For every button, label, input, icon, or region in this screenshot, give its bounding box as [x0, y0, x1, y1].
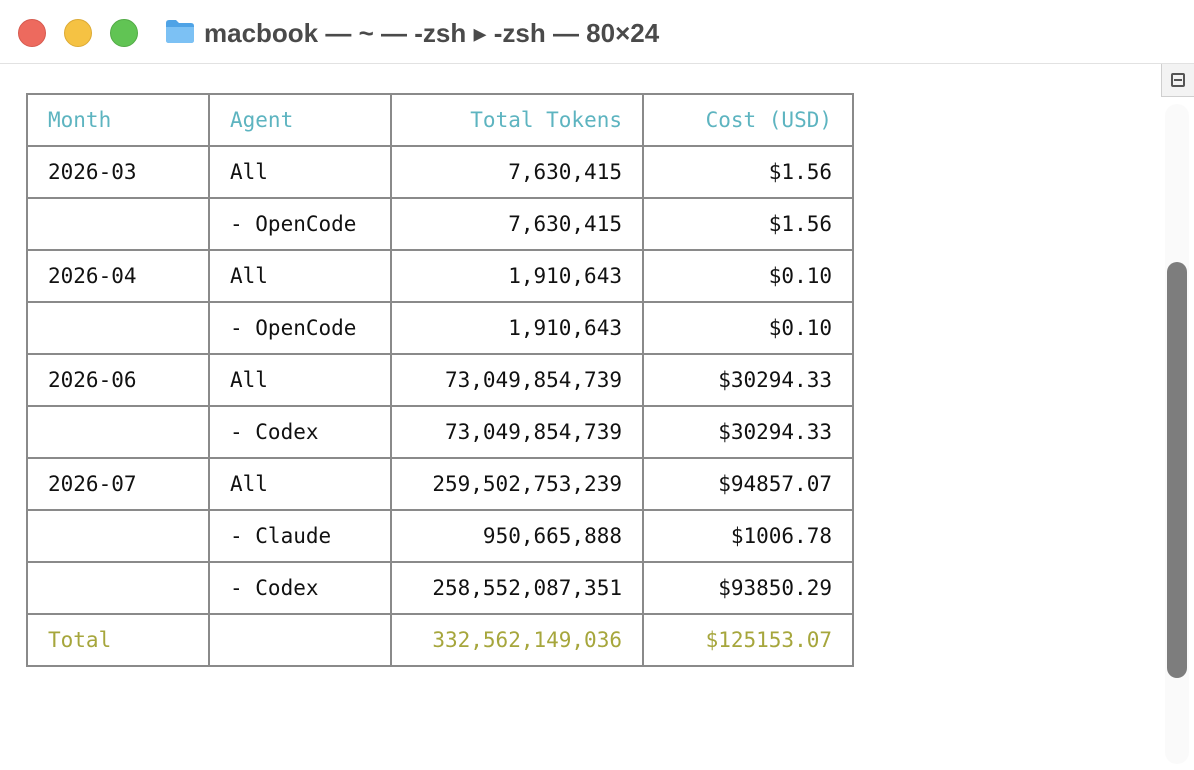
cell-month: 2026-06: [26, 353, 210, 407]
header-agent: Agent: [208, 93, 392, 147]
cell-agent: All: [208, 353, 392, 407]
cell-tokens: 258,552,087,351: [390, 561, 644, 615]
table-row: 2026-07 All 259,502,753,239 $94857.07: [26, 457, 854, 511]
marked-line-toggle-button[interactable]: [1161, 64, 1194, 97]
cell-month: [26, 405, 210, 459]
table-row: - OpenCode 7,630,415 $1.56: [26, 197, 854, 251]
cell-month: [26, 509, 210, 563]
usage-table: Month Agent Total Tokens Cost (USD) 2026…: [26, 93, 854, 667]
cell-cost: $30294.33: [642, 353, 854, 407]
table-row: 2026-04 All 1,910,643 $0.10: [26, 249, 854, 303]
cell-cost: $1.56: [642, 197, 854, 251]
header-total-tokens: Total Tokens: [390, 93, 644, 147]
cell-agent: All: [208, 249, 392, 303]
cell-tokens: 950,665,888: [390, 509, 644, 563]
cell-month: 2026-04: [26, 249, 210, 303]
table-row: - Codex 73,049,854,739 $30294.33: [26, 405, 854, 459]
table-row: 2026-03 All 7,630,415 $1.56: [26, 145, 854, 199]
cell-cost: $1006.78: [642, 509, 854, 563]
cell-cost: $0.10: [642, 249, 854, 303]
scrollbar-thumb[interactable]: [1167, 262, 1187, 678]
cell-tokens: 7,630,415: [390, 145, 644, 199]
window-title: macbook — ~ — -zsh ▸ -zsh — 80×24: [204, 18, 660, 48]
cell-month: 2026-07: [26, 457, 210, 511]
header-month: Month: [26, 93, 210, 147]
cell-agent: - Claude: [208, 509, 392, 563]
total-label: Total: [26, 613, 210, 667]
cell-month: 2026-03: [26, 145, 210, 199]
table-row: - OpenCode 1,910,643 $0.10: [26, 301, 854, 355]
window-titlebar: macbook — ~ — -zsh ▸ -zsh — 80×24: [0, 0, 1194, 64]
table-header-row: Month Agent Total Tokens Cost (USD): [26, 93, 854, 147]
cell-agent: All: [208, 145, 392, 199]
total-agent: [208, 613, 392, 667]
cell-tokens: 1,910,643: [390, 249, 644, 303]
zoom-window-button[interactable]: [110, 19, 138, 47]
close-window-button[interactable]: [18, 19, 46, 47]
cell-cost: $30294.33: [642, 405, 854, 459]
table-row: - Codex 258,552,087,351 $93850.29: [26, 561, 854, 615]
total-cost: $125153.07: [642, 613, 854, 667]
cell-tokens: 259,502,753,239: [390, 457, 644, 511]
minimize-window-button[interactable]: [64, 19, 92, 47]
total-tokens: 332,562,149,036: [390, 613, 644, 667]
cell-cost: $93850.29: [642, 561, 854, 615]
cell-tokens: 73,049,854,739: [390, 353, 644, 407]
table-row: - Claude 950,665,888 $1006.78: [26, 509, 854, 563]
total-row: Total 332,562,149,036 $125153.07: [26, 613, 854, 667]
cell-tokens: 7,630,415: [390, 197, 644, 251]
cell-tokens: 73,049,854,739: [390, 405, 644, 459]
cell-cost: $94857.07: [642, 457, 854, 511]
folder-icon: [166, 20, 194, 43]
cell-tokens: 1,910,643: [390, 301, 644, 355]
cell-cost: $1.56: [642, 145, 854, 199]
cell-agent: - OpenCode: [208, 301, 392, 355]
panel-icon: [1171, 73, 1185, 87]
cell-month: [26, 301, 210, 355]
cell-agent: All: [208, 457, 392, 511]
cell-month: [26, 561, 210, 615]
header-cost: Cost (USD): [642, 93, 854, 147]
cell-agent: - Codex: [208, 405, 392, 459]
cell-cost: $0.10: [642, 301, 854, 355]
cell-agent: - Codex: [208, 561, 392, 615]
table-row: 2026-06 All 73,049,854,739 $30294.33: [26, 353, 854, 407]
cell-month: [26, 197, 210, 251]
terminal-content[interactable]: Month Agent Total Tokens Cost (USD) 2026…: [0, 64, 1194, 770]
cell-agent: - OpenCode: [208, 197, 392, 251]
